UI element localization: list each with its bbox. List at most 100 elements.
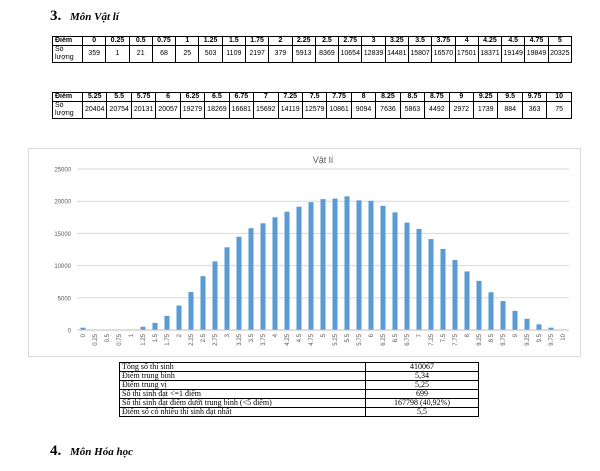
header-label: Điểm (52, 36, 83, 46)
x-tick-label: 7 (417, 333, 423, 337)
x-tick-label: 0.75 (117, 333, 123, 345)
x-tick-label: 6.75 (405, 333, 411, 345)
score-distribution-table-2: Điểm 5.25 5.5 5.75 6 6.25 6.5 6.75 7 7.25 7.5 7.75 8… (52, 92, 572, 119)
score-cell: 3.5 (407, 36, 433, 46)
bar (512, 310, 518, 330)
score-cell: 1 (175, 36, 200, 46)
score-cell: 5.25 (81, 92, 108, 102)
x-tick-label: 0.25 (93, 333, 99, 345)
bar (452, 260, 458, 330)
count-cell: 75 (546, 101, 572, 119)
x-tick-label: 0.5 (105, 333, 111, 342)
score-cell: 0.75 (151, 36, 177, 46)
bar (236, 236, 242, 330)
bar (188, 291, 194, 330)
count-cell: 2197 (244, 45, 270, 63)
x-tick-label: 8.25 (477, 333, 483, 345)
score-cell: 3.75 (431, 36, 456, 46)
bar (152, 322, 158, 330)
score-cell: 2.75 (338, 36, 363, 46)
x-tick-label: 6 (369, 333, 375, 337)
count-cell: 2972 (448, 101, 475, 119)
count-cell: 21 (128, 45, 153, 63)
bar (332, 198, 338, 330)
score-cell: 5.5 (106, 92, 132, 102)
bar (260, 223, 266, 330)
score-cell: 3.25 (384, 36, 409, 46)
summary-stats-table: Tổng số thí sinh 410067 Điểm trung bình 5,3… (119, 362, 479, 417)
section-title: Môn Vật lí (70, 11, 119, 23)
count-cell: 20754 (106, 101, 132, 119)
count-cell: 5913 (291, 45, 316, 63)
count-cell: 19279 (179, 101, 206, 119)
x-tick-label: 4.75 (309, 333, 315, 345)
x-tick-label: 5 (321, 333, 327, 337)
score-cell: 6.5 (204, 92, 230, 102)
x-tick-label: 7.25 (429, 333, 435, 345)
score-cell: 8.75 (424, 92, 450, 102)
count-cell: 20404 (81, 101, 108, 119)
score-cell: 6.75 (228, 92, 255, 102)
x-tick-label: 1.25 (141, 333, 147, 345)
bar (428, 239, 434, 330)
score-cell: 1.5 (221, 36, 246, 46)
x-tick-label: 2.5 (201, 333, 207, 342)
bar (404, 222, 410, 330)
count-cell: 15807 (407, 45, 433, 63)
bar-chart: Vật lí 0 5000 10000 15000 20000 25000 0 0.25 0.5 0… (54, 155, 569, 346)
score-cell: 9.5 (497, 92, 523, 102)
bar (356, 200, 362, 330)
score-cell: 8 (350, 92, 377, 102)
chart-frame: Vật lí 0 5000 10000 15000 20000 25000 0 0.25 0.5 0… (28, 148, 581, 357)
count-row: Số lượng 359 1 21 68 25 503 1109 2197 379 5913 8369… (52, 45, 573, 63)
x-tick-label: 5.25 (333, 333, 339, 345)
x-tick-label: 6.25 (381, 333, 387, 345)
bar (308, 202, 314, 330)
bar (416, 228, 422, 330)
count-cell: 7636 (375, 101, 401, 119)
x-tick-label: 9 (513, 333, 519, 337)
x-tick-label: 8.75 (501, 333, 507, 345)
bar (524, 318, 530, 330)
y-tick-label: 10000 (54, 264, 71, 270)
count-cell: 8369 (314, 45, 340, 63)
section-number: 3. (50, 8, 62, 24)
score-cell: 10 (546, 92, 572, 102)
count-cell: 25 (175, 45, 200, 63)
score-cell: 7 (253, 92, 279, 102)
count-row: Số lượng 20404 20754 20131 20057 19279 18269 16… (52, 101, 572, 119)
bar (200, 276, 206, 330)
score-cell: 5 (547, 36, 573, 46)
score-cell: 0.5 (128, 36, 153, 46)
score-cell: 2.25 (291, 36, 316, 46)
x-tick-label: 5.75 (357, 333, 363, 345)
x-tick-label: 7.5 (441, 333, 447, 342)
score-cell: 3 (361, 36, 386, 46)
score-cell: 8.5 (399, 92, 426, 102)
y-tick-label: 15000 (54, 232, 71, 238)
x-tick-label: 4.25 (285, 333, 291, 345)
section-4-heading: 4. Môn Hóa học (50, 443, 133, 460)
stats-value: 5,5 (365, 407, 479, 417)
count-cell: 17501 (454, 45, 479, 63)
count-label: Số lượng (52, 101, 83, 119)
count-cell: 379 (268, 45, 293, 63)
x-tick-label: 1 (129, 333, 135, 337)
bar (392, 212, 398, 330)
score-distribution-table-1: Điểm 0 0.25 0.5 0.75 1 1.25 1.5 1.75 2 2.25 2.5 2.75… (52, 36, 573, 63)
bar (488, 292, 494, 330)
x-tick-label: 0 (81, 333, 87, 337)
bar (296, 206, 302, 330)
x-tick-label: 8 (465, 333, 471, 337)
bar (320, 199, 326, 330)
score-cell: 4 (454, 36, 479, 46)
count-cell: 1109 (221, 45, 246, 63)
count-cell: 14481 (384, 45, 409, 63)
x-tick-label: 3 (225, 333, 231, 337)
score-cell: 6 (155, 92, 181, 102)
score-cell: 9.75 (521, 92, 548, 102)
x-tick-label: 3.75 (261, 333, 267, 345)
bar (344, 196, 350, 330)
x-tick-label: 2.75 (213, 333, 219, 345)
score-cell: 8.25 (375, 92, 401, 102)
